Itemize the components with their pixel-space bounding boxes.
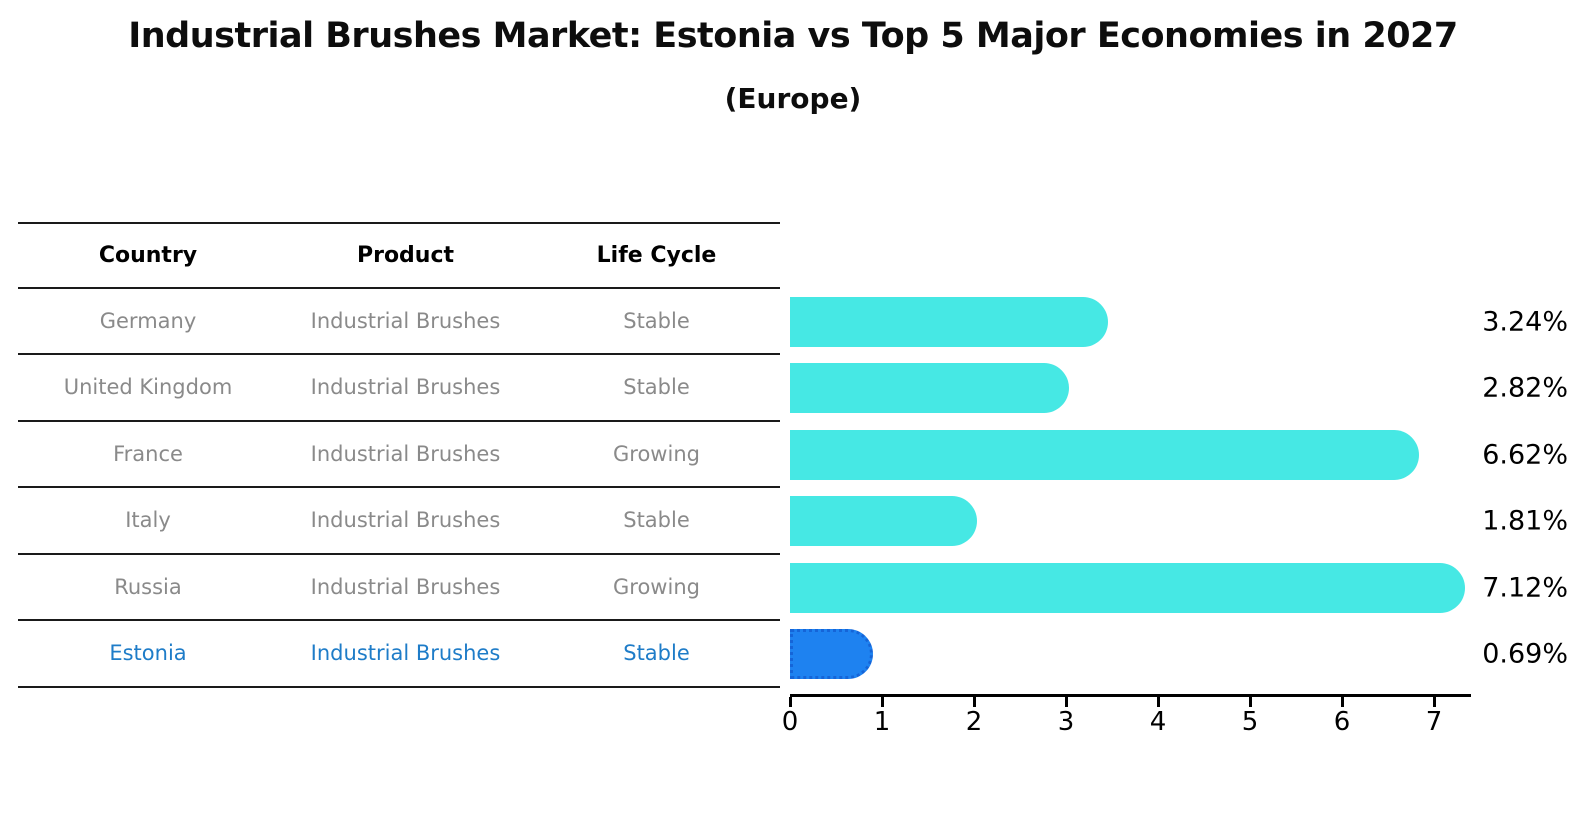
x-tick-mark — [1341, 697, 1344, 707]
bar-row-france: 6.62% — [790, 422, 1586, 489]
x-tick-mark — [1249, 697, 1252, 707]
table-row-germany: Germany Industrial Brushes Stable — [18, 289, 780, 355]
x-tick-label: 1 — [873, 707, 891, 737]
table-header-row: Country Product Life Cycle — [18, 222, 780, 289]
country-cell: United Kingdom — [63, 375, 233, 400]
life-cycle-cell: Stable — [623, 308, 690, 333]
life-cycle-cell: Stable — [623, 641, 690, 666]
bar-row-italy: 1.81% — [790, 488, 1586, 555]
x-tick-mark — [1433, 697, 1436, 707]
life-cycle-cell: Growing — [613, 574, 700, 599]
life-cycle-cell: Stable — [623, 375, 690, 400]
value-label: 3.24% — [1482, 306, 1568, 338]
product-cell: Industrial Brushes — [310, 375, 501, 400]
country-cell: Estonia — [109, 641, 187, 666]
x-tick-label: 6 — [1333, 707, 1351, 737]
value-label: 6.62% — [1482, 439, 1568, 471]
chart-subtitle: (Europe) — [724, 82, 862, 115]
table-row-united-kingdom: United Kingdom Industrial Brushes Stable — [18, 355, 780, 422]
table-row-russia: Russia Industrial Brushes Growing — [18, 555, 780, 621]
x-tick-mark — [973, 697, 976, 707]
x-tick-label: 4 — [1149, 707, 1167, 737]
product-cell: Industrial Brushes — [310, 508, 501, 533]
country-cell: Russia — [114, 574, 182, 599]
product-cell: Industrial Brushes — [310, 574, 501, 599]
product-cell: Industrial Brushes — [310, 641, 501, 666]
life-cycle-cell: Stable — [623, 508, 690, 533]
bar-germany — [790, 296, 1109, 347]
table-header-cell-life-cycle: Life Cycle — [596, 242, 717, 268]
bar-france — [790, 429, 1420, 480]
x-tick-mark — [881, 697, 884, 707]
bar-united-kingdom — [790, 363, 1070, 413]
value-label: 7.12% — [1482, 572, 1568, 604]
x-axis-line — [790, 694, 1471, 697]
value-label: 1.81% — [1482, 505, 1568, 537]
x-tick-mark — [1065, 697, 1068, 707]
value-label: 2.82% — [1482, 372, 1568, 404]
highlighted-bar-estonia — [790, 629, 874, 679]
bar-italy — [790, 496, 977, 546]
chart-title: Industrial Brushes Market: Estonia vs To… — [128, 16, 1458, 56]
x-tick-label: 5 — [1241, 707, 1259, 737]
table-row-estonia: Estonia Industrial Brushes Stable — [18, 621, 780, 688]
bar-row-united-kingdom: 2.82% — [790, 355, 1586, 422]
table-header-cell-country: Country — [98, 242, 198, 268]
value-label: 0.69% — [1482, 638, 1568, 670]
life-cycle-cell: Growing — [613, 441, 700, 466]
x-tick-mark — [789, 697, 792, 707]
product-cell: Industrial Brushes — [310, 441, 501, 466]
table-row-france: France Industrial Brushes Growing — [18, 422, 780, 488]
product-cell: Industrial Brushes — [310, 308, 501, 333]
table-header-cell-product: Product — [356, 242, 455, 268]
table-row-italy: Italy Industrial Brushes Stable — [18, 488, 780, 555]
bar-plot-area: 3.24% 2.82% 6.62% 1.81% 7.12% 0.69% — [790, 289, 1586, 688]
bar-row-estonia: 0.69% — [790, 621, 1586, 688]
x-tick-label: 0 — [781, 707, 799, 737]
country-cell: France — [113, 441, 183, 466]
bar-row-russia: 7.12% — [790, 555, 1586, 622]
data-table: Country Product Life Cycle Germany Industria… — [18, 222, 780, 688]
x-tick-label: 3 — [1057, 707, 1075, 737]
x-tick-label: 2 — [965, 707, 983, 737]
x-tick-label: 7 — [1425, 707, 1443, 737]
x-tick-mark — [1157, 697, 1160, 707]
country-cell: Italy — [125, 508, 171, 533]
bar-row-germany: 3.24% — [790, 289, 1586, 356]
bar-russia — [790, 562, 1466, 613]
country-cell: Germany — [99, 308, 197, 333]
